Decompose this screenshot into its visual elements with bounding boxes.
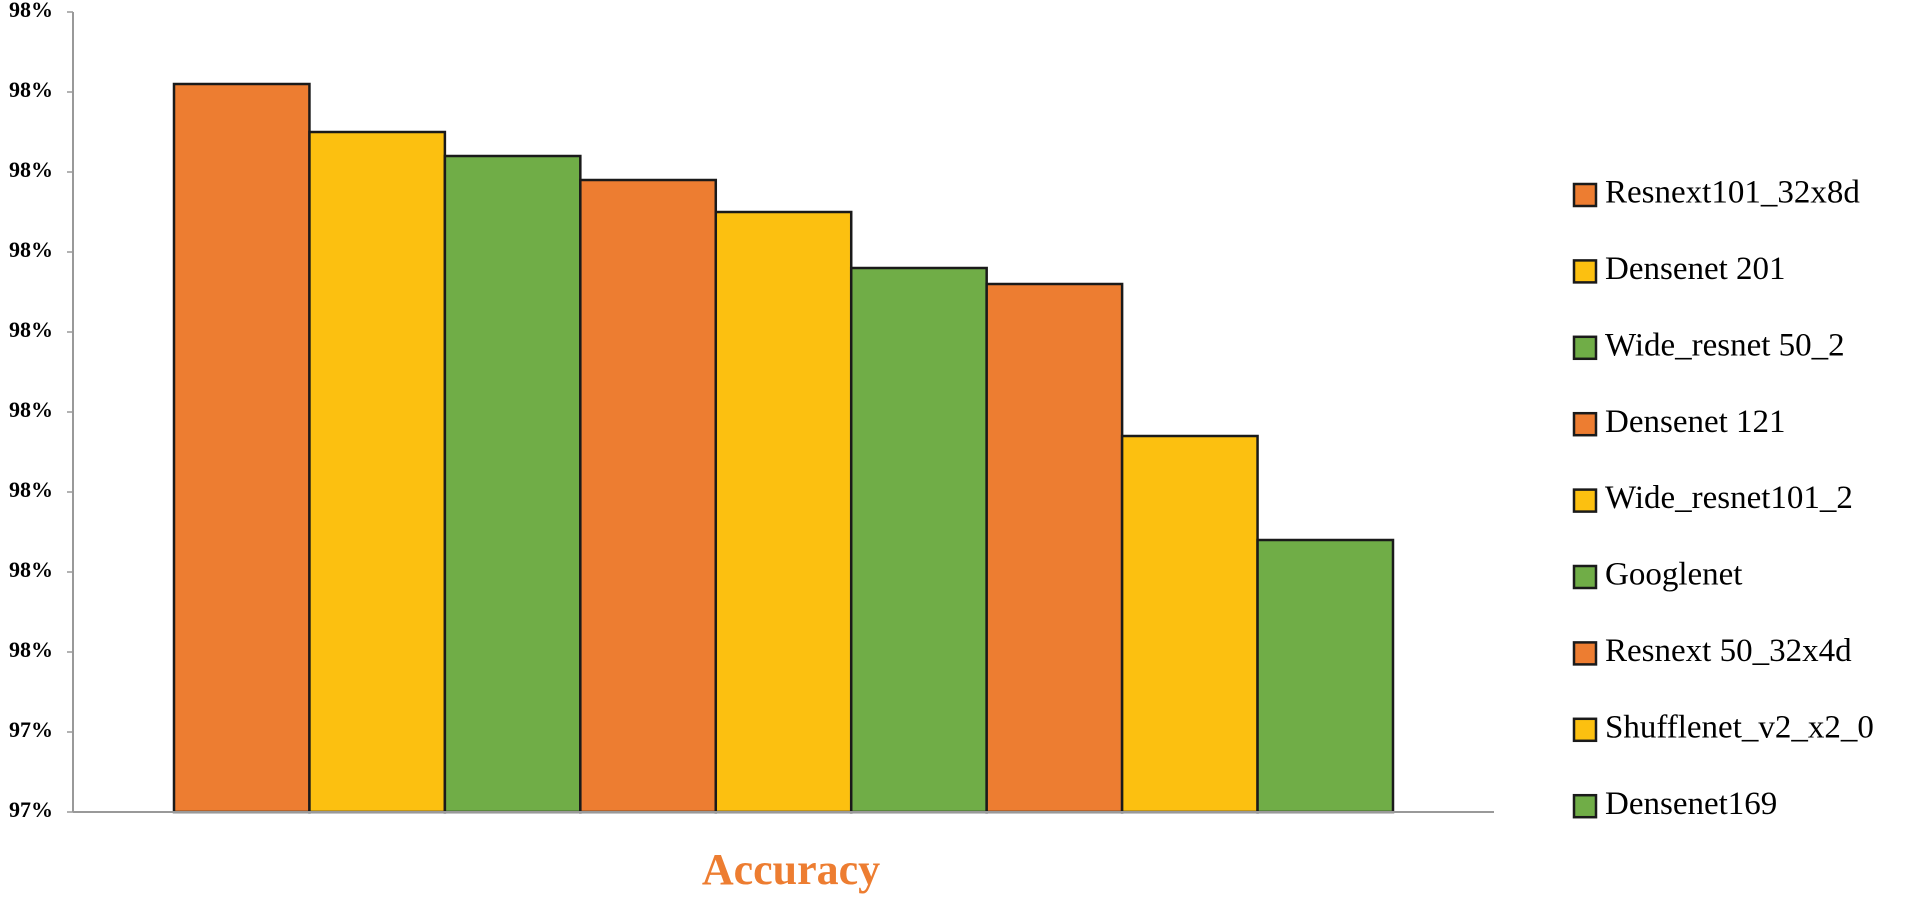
bar [714,210,853,814]
y-tick-label: 98% [9,397,53,422]
legend-label: Densenet 121 [1605,404,1786,440]
bar [308,130,447,814]
legend-swatch [1572,259,1598,284]
bar [172,82,311,814]
legend-label: Densenet 201 [1605,251,1786,287]
bar [579,178,718,814]
y-tick-label: 98% [9,637,53,662]
y-tick-label: 97% [9,717,53,742]
y-tick-label: 98% [9,157,53,182]
legend-swatch [1572,182,1598,208]
legend-swatch [1572,717,1598,743]
legend-label: Shufflenet_v2_x2_0 [1605,709,1874,745]
y-tick-label: 97% [9,797,53,822]
legend-swatch [1572,488,1598,513]
y-tick-label: 98% [9,477,53,502]
legend-label: Resnext 50_32x4d [1605,633,1852,669]
bar [443,154,582,814]
bar [1256,538,1395,814]
bar [985,282,1124,814]
x-tick-label: Accuracy [702,845,880,894]
bar [1120,434,1259,814]
legend-swatch [1572,335,1598,361]
legend-label: Densenet169 [1605,786,1777,822]
legend-swatch [1572,641,1598,666]
legend-swatch [1572,564,1598,590]
bar [849,266,988,814]
y-tick-label: 98% [9,557,53,582]
y-tick-label: 98% [9,317,53,342]
legend-label: Wide_resnet 50_2 [1605,327,1845,363]
legend-label: Wide_resnet101_2 [1605,480,1853,516]
legend-swatch [1572,411,1598,437]
y-tick-label: 98% [9,237,53,262]
legend-label: Googlenet [1605,557,1742,593]
legend-swatch [1572,793,1598,819]
y-tick-label: 98% [9,0,53,22]
y-tick-label: 98% [9,77,53,102]
legend-label: Resnext101_32x8d [1605,175,1860,211]
